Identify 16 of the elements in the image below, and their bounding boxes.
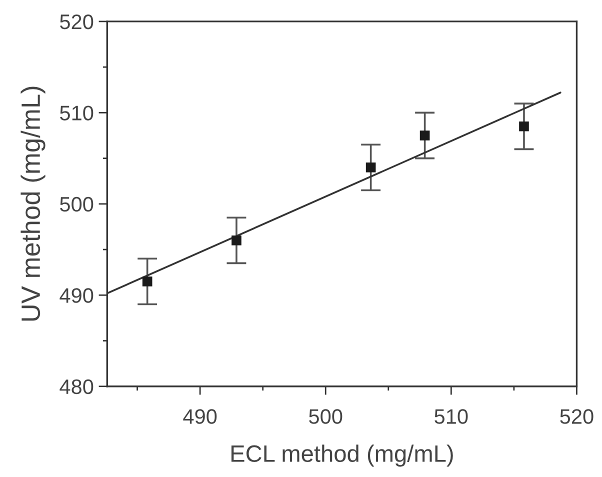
point bbox=[366, 162, 376, 172]
x-tick-label: 520 bbox=[560, 409, 594, 424]
y-axis-title: UV method (mg/mL) bbox=[20, 86, 46, 321]
y-tick-label: 500 bbox=[60, 196, 94, 212]
y-tick-label: 490 bbox=[60, 288, 94, 303]
point bbox=[420, 130, 430, 140]
x-tick-label: 510 bbox=[434, 409, 468, 424]
point bbox=[142, 276, 152, 286]
x-tick-label: 490 bbox=[183, 409, 217, 424]
y-tick-label: 520 bbox=[60, 14, 94, 30]
point bbox=[519, 121, 529, 132]
point bbox=[232, 236, 242, 246]
x-tick-label: 500 bbox=[309, 409, 342, 424]
y-tick-label: 510 bbox=[60, 106, 94, 120]
x-axis-title: ECL method (mg/mL) bbox=[231, 444, 453, 467]
y-tick-label: 480 bbox=[60, 379, 94, 394]
